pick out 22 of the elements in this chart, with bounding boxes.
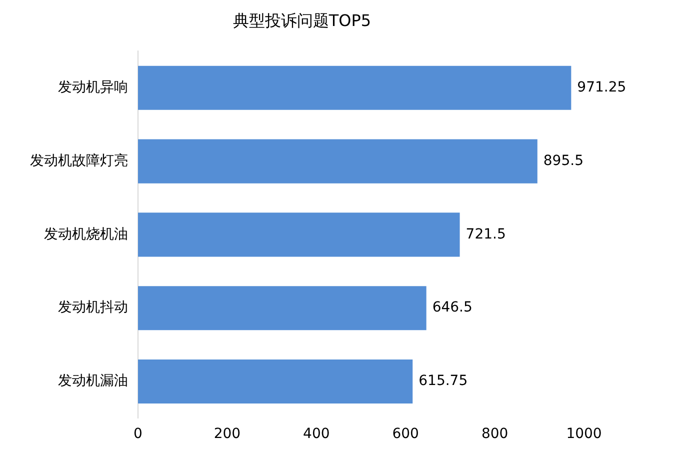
y-tick-label: 发动机异响 [58, 80, 128, 96]
chart-title: 典型投诉问题TOP5 [232, 10, 372, 30]
x-tick-label: 800 [481, 426, 508, 442]
bar [138, 139, 538, 184]
data-label: 646.5 [432, 300, 472, 316]
x-tick-label: 0 [134, 426, 142, 442]
y-tick-label: 发动机漏油 [58, 373, 128, 390]
bar [138, 66, 572, 110]
y-tick-label: 发动机故障灯亮 [30, 152, 128, 169]
bar [138, 359, 413, 404]
data-label: 615.75 [418, 373, 468, 390]
x-tick-label: 400 [303, 426, 330, 442]
data-label: 721.5 [466, 226, 506, 242]
x-tick-label: 1000 [566, 426, 602, 442]
bar [138, 212, 460, 257]
data-label: 895.5 [543, 152, 584, 169]
bar [138, 286, 426, 330]
x-tick-label: 600 [392, 426, 419, 442]
y-tick-label: 发动机烧机油 [44, 226, 128, 242]
x-tick-label: 200 [214, 426, 241, 442]
y-tick-label: 发动机抖动 [58, 300, 128, 316]
data-label: 971.25 [577, 80, 626, 96]
